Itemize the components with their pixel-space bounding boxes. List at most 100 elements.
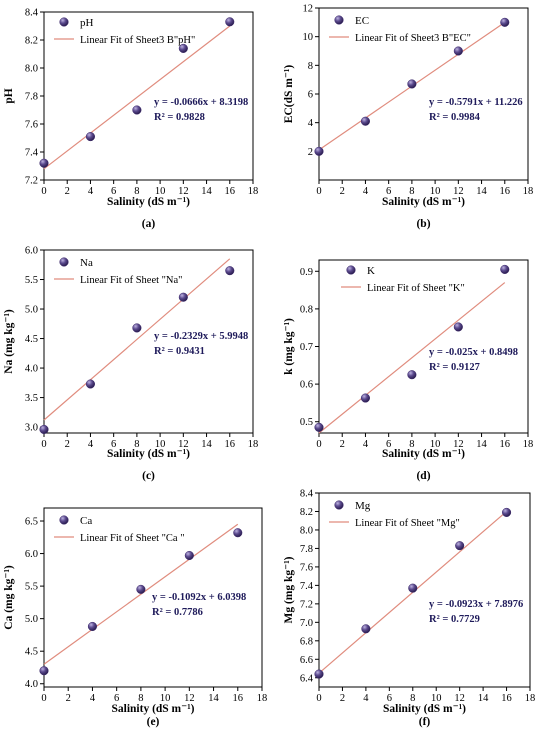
x-tick-label: 16 bbox=[500, 186, 511, 197]
data-point bbox=[407, 79, 417, 89]
legend-label-fit: Linear Fit of Sheet "K" bbox=[367, 283, 465, 294]
y-tick-label: 5.5 bbox=[25, 275, 38, 286]
r-squared: R² = 0.9127 bbox=[429, 362, 480, 373]
x-tick-label: 2 bbox=[340, 186, 345, 197]
chart-panel: 0 2 4 6 8 10 12 14 16 18 7.2 7.4 7.6 7.8 8.0 8.2 8.4 Sali… bbox=[3, 8, 258, 231]
y-tick-label: 0.9 bbox=[300, 267, 313, 278]
panel-label: (e) bbox=[147, 716, 160, 728]
y-tick-label: 6.0 bbox=[25, 246, 38, 257]
data-point bbox=[453, 322, 463, 332]
regression-equation: y = -0.025x + 0.8498 bbox=[429, 347, 518, 358]
x-tick-label: 6 bbox=[387, 693, 392, 704]
y-tick-label: 5.0 bbox=[25, 614, 38, 625]
data-point bbox=[178, 43, 188, 53]
y-tick-label: 8.2 bbox=[300, 507, 313, 518]
x-tick-label: 14 bbox=[476, 186, 487, 197]
x-axis-title: Salinity (dS m⁻¹) bbox=[107, 196, 190, 208]
legend-marker bbox=[346, 265, 356, 275]
legend-label-data: EC bbox=[355, 15, 369, 27]
data-point bbox=[87, 621, 97, 632]
legend-label-data: Mg bbox=[355, 500, 371, 512]
data-point bbox=[136, 584, 146, 594]
plot-frame bbox=[318, 492, 531, 688]
x-tick-label: 10 bbox=[160, 693, 171, 704]
x-tick-label: 6 bbox=[386, 439, 391, 450]
y-tick-label: 0.6 bbox=[300, 380, 313, 391]
y-tick-label: 5.0 bbox=[25, 305, 38, 316]
x-tick-label: 10 bbox=[155, 439, 166, 450]
legend-label-data: Na bbox=[80, 257, 93, 269]
panel-label: (b) bbox=[416, 218, 430, 230]
x-tick-label: 18 bbox=[523, 439, 534, 450]
legend-label-data: K bbox=[367, 265, 375, 277]
x-tick-label: 8 bbox=[409, 186, 414, 197]
x-tick-label: 14 bbox=[478, 693, 489, 704]
legend-marker bbox=[59, 17, 69, 27]
x-tick-label: 6 bbox=[111, 439, 116, 450]
x-tick-label: 0 bbox=[41, 439, 46, 450]
panel-label: (d) bbox=[416, 470, 430, 482]
x-tick-label: 16 bbox=[500, 439, 511, 450]
x-tick-label: 0 bbox=[41, 693, 46, 704]
y-tick-label: 6.8 bbox=[300, 636, 313, 647]
x-tick-label: 4 bbox=[88, 439, 94, 450]
r-squared: R² = 0.7729 bbox=[429, 614, 480, 625]
y-axis-title: EC(dS m⁻¹) bbox=[283, 65, 295, 124]
y-tick-label: 5.5 bbox=[25, 582, 38, 593]
x-tick-label: 16 bbox=[501, 693, 512, 704]
data-point bbox=[500, 264, 510, 274]
x-tick-label: 2 bbox=[340, 439, 345, 450]
y-tick-label: 6.4 bbox=[300, 673, 314, 684]
data-point bbox=[39, 666, 49, 676]
panel-label: (a) bbox=[142, 218, 156, 230]
x-tick-label: 4 bbox=[363, 439, 369, 450]
y-tick-label: 7.4 bbox=[25, 148, 39, 159]
legend-marker bbox=[59, 515, 69, 525]
x-tick-label: 0 bbox=[316, 439, 321, 450]
r-squared: R² = 0.7786 bbox=[152, 607, 203, 618]
y-tick-label: 7.4 bbox=[300, 581, 314, 592]
y-tick-label: 7.2 bbox=[300, 599, 313, 610]
chart-panel: 0 2 4 6 8 10 12 14 16 18 6.4 6.6 6.8 7.0 7.2 7.4 7.6 7.8 8… bbox=[283, 489, 535, 729]
y-tick-label: 7.8 bbox=[300, 544, 313, 555]
y-tick-label: 6.5 bbox=[25, 517, 38, 528]
x-tick-label: 0 bbox=[316, 693, 321, 704]
x-tick-label: 12 bbox=[184, 693, 195, 704]
regression-equation: y = -0.1092x + 6.0398 bbox=[152, 592, 246, 603]
data-point bbox=[39, 158, 49, 168]
y-tick-label: 3.0 bbox=[25, 423, 38, 434]
data-point bbox=[233, 528, 243, 538]
x-tick-label: 6 bbox=[114, 693, 119, 704]
data-point bbox=[132, 323, 142, 333]
chart-panel: 0 2 4 6 8 10 12 14 16 18 3.0 3.5 4.0 4.5 5.0 5.5 6.0 Sali… bbox=[3, 246, 258, 483]
data-point bbox=[408, 583, 418, 593]
y-tick-label: 12 bbox=[303, 4, 314, 15]
x-tick-label: 18 bbox=[525, 693, 536, 704]
y-tick-label: 0.8 bbox=[300, 304, 313, 315]
x-axis-title: Salinity (dS m⁻¹) bbox=[382, 448, 465, 460]
x-tick-label: 18 bbox=[248, 186, 259, 197]
x-tick-label: 4 bbox=[88, 186, 94, 197]
x-tick-label: 8 bbox=[410, 693, 415, 704]
y-tick-label: 2 bbox=[308, 147, 313, 158]
y-tick-label: 8.4 bbox=[25, 8, 39, 19]
regression-equation: y = -0.5791x + 11.226 bbox=[429, 97, 523, 108]
fit-line bbox=[43, 258, 231, 421]
x-tick-label: 10 bbox=[430, 186, 441, 197]
legend-marker bbox=[334, 15, 344, 25]
y-axis-title: k (mg kg⁻¹) bbox=[283, 318, 295, 375]
y-tick-label: 8.4 bbox=[300, 489, 314, 500]
x-tick-label: 18 bbox=[523, 186, 534, 197]
y-axis-title: Mg (mg kg⁻¹) bbox=[283, 556, 295, 623]
x-tick-label: 6 bbox=[386, 186, 391, 197]
x-tick-label: 4 bbox=[90, 693, 96, 704]
fit-line bbox=[318, 282, 506, 434]
x-tick-label: 2 bbox=[66, 693, 71, 704]
panel-label: (c) bbox=[142, 470, 155, 482]
y-tick-label: 6.0 bbox=[25, 549, 38, 560]
plot-frame bbox=[43, 507, 263, 688]
x-tick-label: 16 bbox=[233, 693, 244, 704]
x-tick-label: 10 bbox=[430, 439, 441, 450]
y-tick-label: 0.5 bbox=[300, 417, 313, 428]
